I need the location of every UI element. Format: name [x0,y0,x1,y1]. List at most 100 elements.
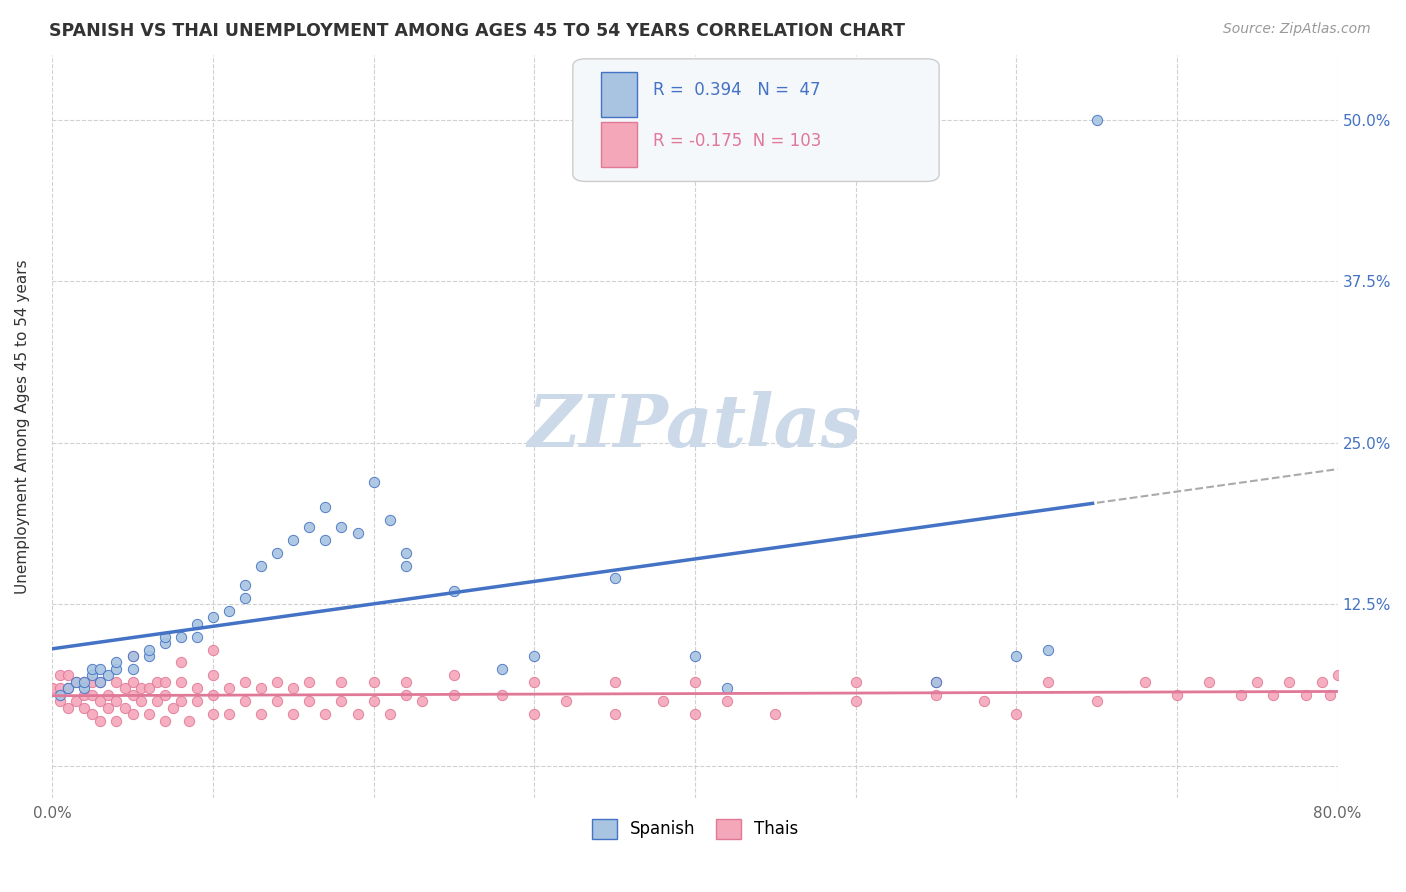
Point [201,688,224,702]
Point [973,694,995,708]
Point [1133,674,1156,689]
Point [283,533,305,547]
Text: Source: ZipAtlas.com: Source: ZipAtlas.com [1223,22,1371,37]
Point [65,694,87,708]
Point [58,668,80,682]
Point [82,688,104,702]
Point [925,674,948,689]
Point [330,520,353,534]
Point [443,584,465,599]
Point [58,700,80,714]
Point [603,707,626,722]
Point [845,674,868,689]
Point [138,642,160,657]
Point [1085,112,1108,127]
Point [233,694,256,708]
Point [49,688,72,702]
Point [170,656,193,670]
Point [314,533,336,547]
Point [121,648,143,663]
Point [121,662,143,676]
Point [1230,688,1253,702]
Point [153,688,176,702]
Point [218,604,240,618]
Point [683,707,706,722]
Point [1326,668,1348,682]
Point [201,668,224,682]
Point [73,700,96,714]
Point [89,714,111,728]
Point [97,668,120,682]
Point [170,630,193,644]
Point [49,681,72,696]
Point [97,688,120,702]
Point [97,700,120,714]
Point [603,572,626,586]
Point [153,714,176,728]
Point [58,681,80,696]
Point [395,546,418,560]
Point [186,616,208,631]
Point [1038,674,1060,689]
Point [114,681,136,696]
Point [555,694,578,708]
Point [266,674,288,689]
Point [105,714,128,728]
Point [716,681,738,696]
Point [716,694,738,708]
Point [153,630,176,644]
Point [523,707,546,722]
Point [201,707,224,722]
Point [129,694,152,708]
Point [89,674,111,689]
Point [218,681,240,696]
Point [363,475,385,489]
Point [65,674,87,689]
Point [121,707,143,722]
Point [925,688,948,702]
FancyBboxPatch shape [602,72,637,117]
Point [138,648,160,663]
Point [363,674,385,689]
Point [1005,648,1028,663]
Point [82,662,104,676]
Point [1263,688,1285,702]
Point [763,707,786,722]
Point [233,578,256,592]
Point [89,662,111,676]
Point [346,526,368,541]
Point [1295,688,1317,702]
Point [186,630,208,644]
FancyBboxPatch shape [572,59,939,181]
Point [298,520,321,534]
Point [1278,674,1301,689]
Point [73,688,96,702]
Point [162,700,184,714]
Point [201,610,224,624]
Point [603,674,626,689]
Point [491,688,513,702]
Point [73,674,96,689]
Point [89,694,111,708]
Point [73,681,96,696]
Point [395,558,418,573]
Point [105,674,128,689]
Point [218,707,240,722]
Point [411,694,433,708]
Point [378,707,401,722]
Point [41,681,63,696]
Point [145,694,167,708]
Point [314,500,336,515]
Point [58,681,80,696]
Point [395,688,418,702]
Point [233,591,256,605]
Point [1198,674,1220,689]
Point [363,694,385,708]
Point [250,558,273,573]
Point [153,674,176,689]
Point [89,674,111,689]
Point [82,668,104,682]
Point [73,674,96,689]
Point [298,694,321,708]
Point [177,714,200,728]
